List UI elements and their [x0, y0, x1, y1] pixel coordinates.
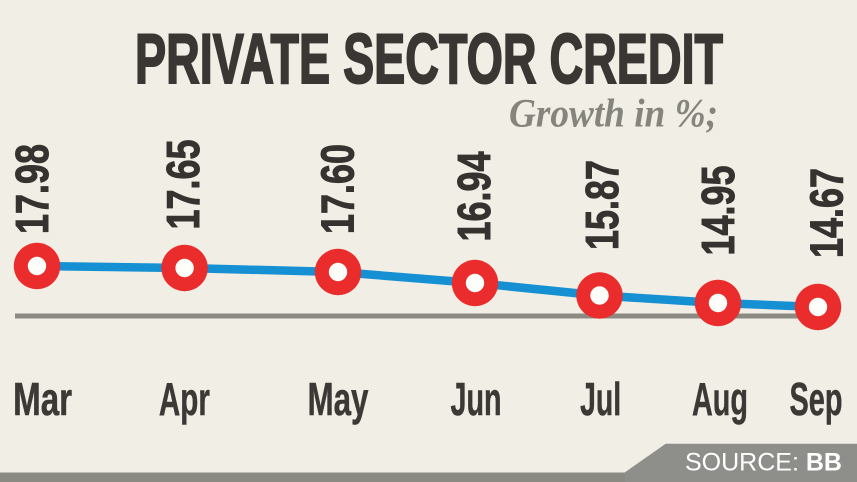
- svg-text:SOURCE: BB: SOURCE: BB: [685, 449, 842, 477]
- svg-text:14.95: 14.95: [692, 166, 744, 256]
- svg-text:Mar: Mar: [13, 373, 72, 425]
- svg-text:Aug: Aug: [692, 373, 748, 425]
- svg-text:Apr: Apr: [159, 373, 210, 425]
- svg-text:14.67: 14.67: [801, 168, 853, 258]
- svg-text:17.65: 17.65: [157, 140, 209, 230]
- svg-text:17.98: 17.98: [6, 144, 58, 234]
- svg-text:Jul: Jul: [580, 373, 621, 425]
- svg-text:Jun: Jun: [451, 373, 502, 425]
- svg-text:16.94: 16.94: [448, 151, 500, 241]
- svg-text:Growth in %;: Growth in %;: [509, 91, 718, 136]
- svg-text:17.60: 17.60: [312, 144, 364, 234]
- svg-text:May: May: [308, 373, 369, 425]
- svg-text:PRIVATE SECTOR CREDIT: PRIVATE SECTOR CREDIT: [135, 19, 723, 98]
- svg-text:Sep: Sep: [790, 373, 843, 425]
- svg-text:15.87: 15.87: [576, 160, 628, 250]
